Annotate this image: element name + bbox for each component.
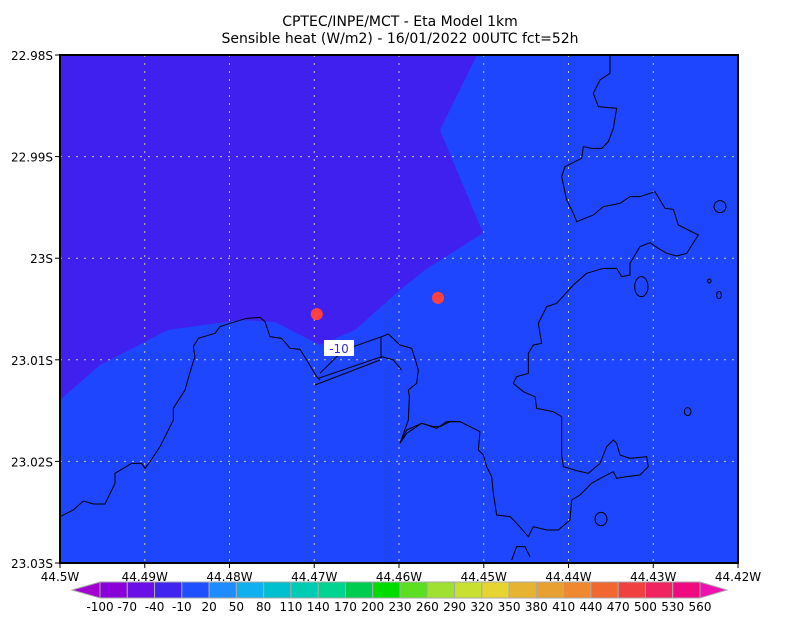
colorbar-label: 260 xyxy=(416,600,439,614)
colorbar-label: -40 xyxy=(145,600,165,614)
colorbar-box xyxy=(99,581,128,599)
colorbar-box xyxy=(644,581,674,599)
x-tick-label: 44.5W xyxy=(41,570,80,584)
colorbar-box xyxy=(154,581,183,599)
colorbar-box xyxy=(535,581,565,599)
x-tick-label: 44.45W xyxy=(461,570,507,584)
colorbar-label: 290 xyxy=(443,600,466,614)
colorbar-box xyxy=(590,581,619,599)
y-tick-label: 23.01S xyxy=(11,354,53,368)
y-tick-label: 23.02S xyxy=(11,455,53,469)
axes: 44.5W 44.49W 44.48W 44.47W 44.46W 44.45W 44.44… xyxy=(11,49,761,584)
title-line-1: CPTEC/INPE/MCT - Eta Model 1km xyxy=(282,14,518,30)
colorbar-box xyxy=(181,581,210,599)
colorbar-label: 410 xyxy=(552,600,575,614)
x-tick-label: 44.42W xyxy=(715,570,761,584)
contour-label-box xyxy=(324,340,354,356)
coastlines xyxy=(59,54,727,561)
markers xyxy=(310,291,444,321)
colorbar-label: -10 xyxy=(172,600,192,614)
colorbar-box xyxy=(263,581,292,599)
pier xyxy=(318,356,403,379)
y-tick-label: 22.98S xyxy=(11,49,53,63)
colorbar-label: 530 xyxy=(661,600,684,614)
island xyxy=(634,276,649,298)
colorbar-box xyxy=(317,581,346,599)
colorbar-box xyxy=(372,581,401,599)
colorbar-label: 470 xyxy=(607,600,630,614)
colorbar-label: 230 xyxy=(389,600,412,614)
island xyxy=(713,200,727,214)
colorbar-label: 80 xyxy=(256,600,271,614)
colorbar-box xyxy=(208,581,237,599)
colorbar-box xyxy=(344,581,374,599)
colorbar-high-triangle xyxy=(699,581,729,599)
colorbar-label: -100 xyxy=(86,600,113,614)
colorbar-label: 170 xyxy=(334,600,357,614)
coastline-south xyxy=(511,546,531,561)
colorbar-label: 380 xyxy=(525,600,548,614)
colorbar-box xyxy=(508,581,537,599)
coastline-west xyxy=(59,316,321,518)
island xyxy=(594,511,608,527)
colorbar-box xyxy=(454,581,483,599)
colorbar-low-triangle xyxy=(70,581,101,599)
x-tick-label: 44.48W xyxy=(206,570,252,584)
colorbar-label: 20 xyxy=(201,600,216,614)
colorbar-label: -70 xyxy=(117,600,137,614)
colorbar-label: 50 xyxy=(229,600,244,614)
island xyxy=(707,278,712,284)
x-tick-label: 44.43W xyxy=(630,570,676,584)
colorbar-label: 500 xyxy=(634,600,657,614)
colorbar-box xyxy=(672,581,701,599)
x-tick-label: 44.47W xyxy=(291,570,337,584)
island xyxy=(683,407,692,417)
field-region-below-minus10 xyxy=(60,55,483,400)
y-tick-label: 23S xyxy=(30,252,53,266)
colorbar-box xyxy=(426,581,456,599)
x-tick-label: 44.44W xyxy=(545,570,591,584)
contour-label: -10 xyxy=(329,342,349,356)
colorbar-box xyxy=(235,581,265,599)
title-line-2: Sensible heat (W/m2) - 16/01/2022 00UTC … xyxy=(221,31,578,47)
marker-point xyxy=(431,291,444,304)
colorbar-box xyxy=(617,581,646,599)
x-tick-label: 44.46W xyxy=(376,570,422,584)
colorbar-label: 350 xyxy=(498,600,521,614)
colorbar-box xyxy=(290,581,319,599)
y-tick-label: 22.99S xyxy=(11,151,53,165)
colorbar-label: 140 xyxy=(307,600,330,614)
colorbar-label: 110 xyxy=(279,600,302,614)
colorbar-box xyxy=(399,581,428,599)
colorbar-label: 440 xyxy=(579,600,602,614)
colorbar-box xyxy=(481,581,510,599)
island xyxy=(716,290,722,300)
colorbar-box xyxy=(126,581,156,599)
colorbar-label: 200 xyxy=(361,600,384,614)
marker-point xyxy=(310,308,323,321)
colorbar-label: 560 xyxy=(689,600,712,614)
y-tick-label: 23.03S xyxy=(11,557,53,571)
gridlines xyxy=(60,55,738,563)
coastline-peninsula xyxy=(319,333,460,444)
pier xyxy=(314,359,381,386)
x-tick-label: 44.49W xyxy=(122,570,168,584)
colorbar-box xyxy=(563,581,592,599)
colorbar: -100 -70 -40 -10 20 50 80 110 140 170 200 230 260 290… xyxy=(70,581,729,614)
colorbar-label: 320 xyxy=(470,600,493,614)
coastline-east xyxy=(399,54,700,538)
